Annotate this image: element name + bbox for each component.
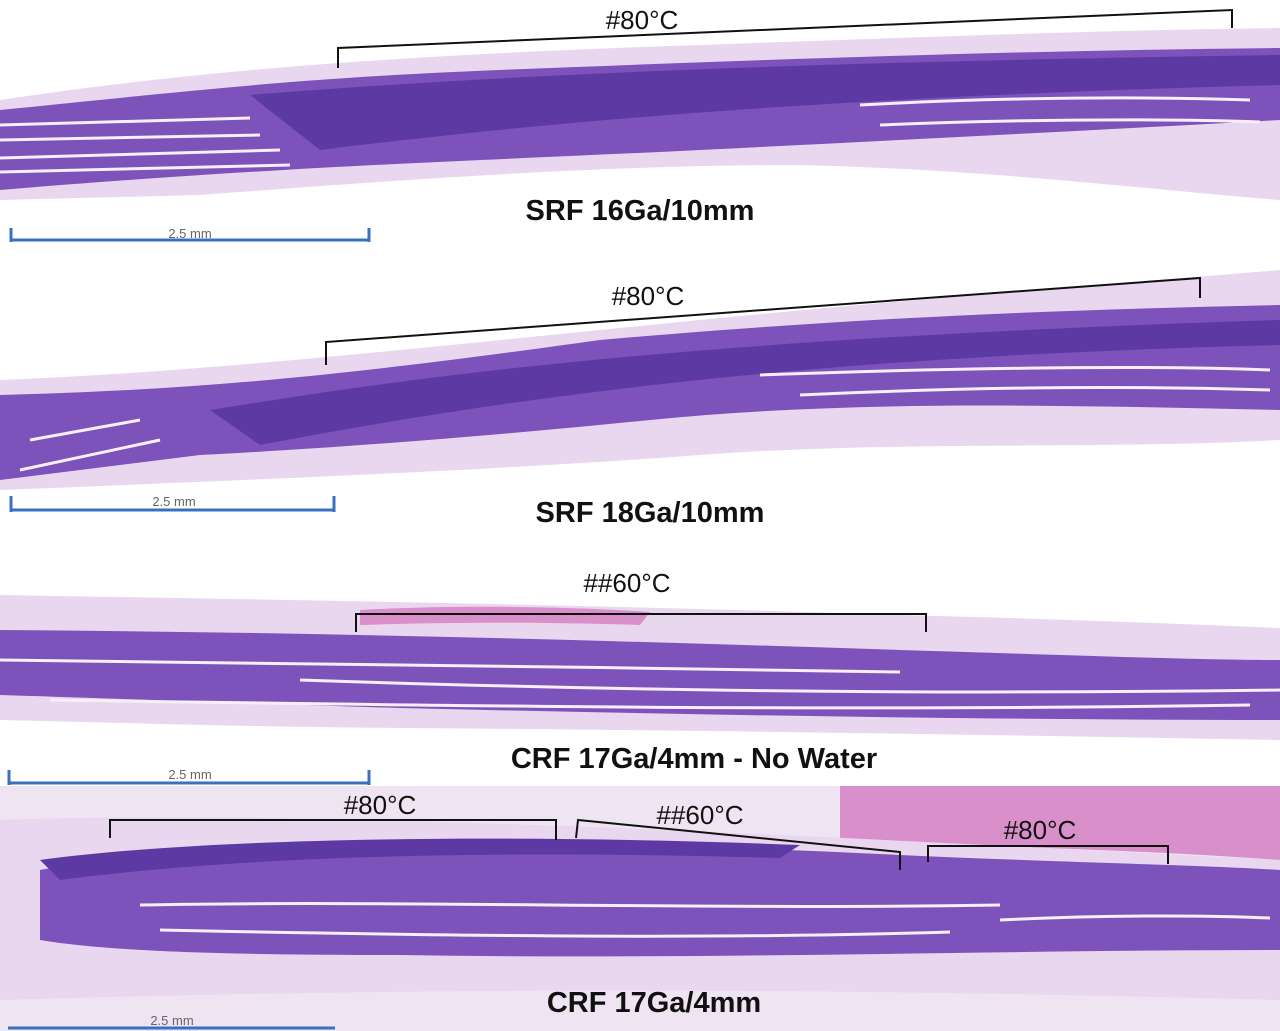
scale-bar-label: 2.5 mm — [168, 767, 211, 782]
annotation: #80°C — [606, 5, 679, 35]
annotation: #80°C — [1004, 815, 1077, 845]
scale-bar-label: 2.5 mm — [150, 1013, 193, 1028]
tissue-gap — [139, 902, 1271, 938]
scale-bar-label: 2.5 mm — [168, 226, 211, 241]
bracket — [109, 819, 557, 840]
tissue-core — [250, 55, 1280, 150]
tissue-gap — [0, 96, 1261, 174]
annotation: ##60°C — [656, 800, 743, 830]
tissue-gap — [19, 366, 1271, 472]
bracket — [337, 8, 1233, 68]
tissue — [0, 630, 1280, 720]
bracket — [927, 845, 1169, 864]
panel-label: CRF 17Ga/4mm — [547, 987, 761, 1019]
panel: ##60°C CRF 17Ga/4mm - No Water 2.5 mm — [0, 568, 1280, 785]
panel-label: SRF 16Ga/10mm — [526, 195, 755, 227]
panel: #80°C ##60°C #80°C CRF 17Ga/4mm 2.5 mm — [0, 786, 1280, 1031]
bracket — [325, 276, 1201, 365]
tissue-pink — [360, 606, 650, 625]
annotation: ##60°C — [583, 568, 670, 598]
tissue-pink — [840, 786, 1280, 860]
panel-label: CRF 17Ga/4mm - No Water — [511, 743, 877, 775]
annotation: #80°C — [344, 790, 417, 820]
panel: #80°C SRF 18Ga/10mm 2.5 mm — [0, 270, 1280, 529]
scale-bar-label: 2.5 mm — [152, 494, 195, 509]
panel: #80°C SRF 16Ga/10mm 2.5 mm — [0, 5, 1280, 242]
bracket — [355, 613, 927, 632]
tissue-core — [40, 838, 800, 880]
tissue-gap — [0, 658, 1280, 710]
tissue-core — [210, 320, 1280, 445]
bracket — [575, 818, 901, 870]
annotation: #80°C — [612, 281, 685, 311]
panel-label: SRF 18Ga/10mm — [536, 497, 765, 529]
tissue — [40, 843, 1280, 957]
